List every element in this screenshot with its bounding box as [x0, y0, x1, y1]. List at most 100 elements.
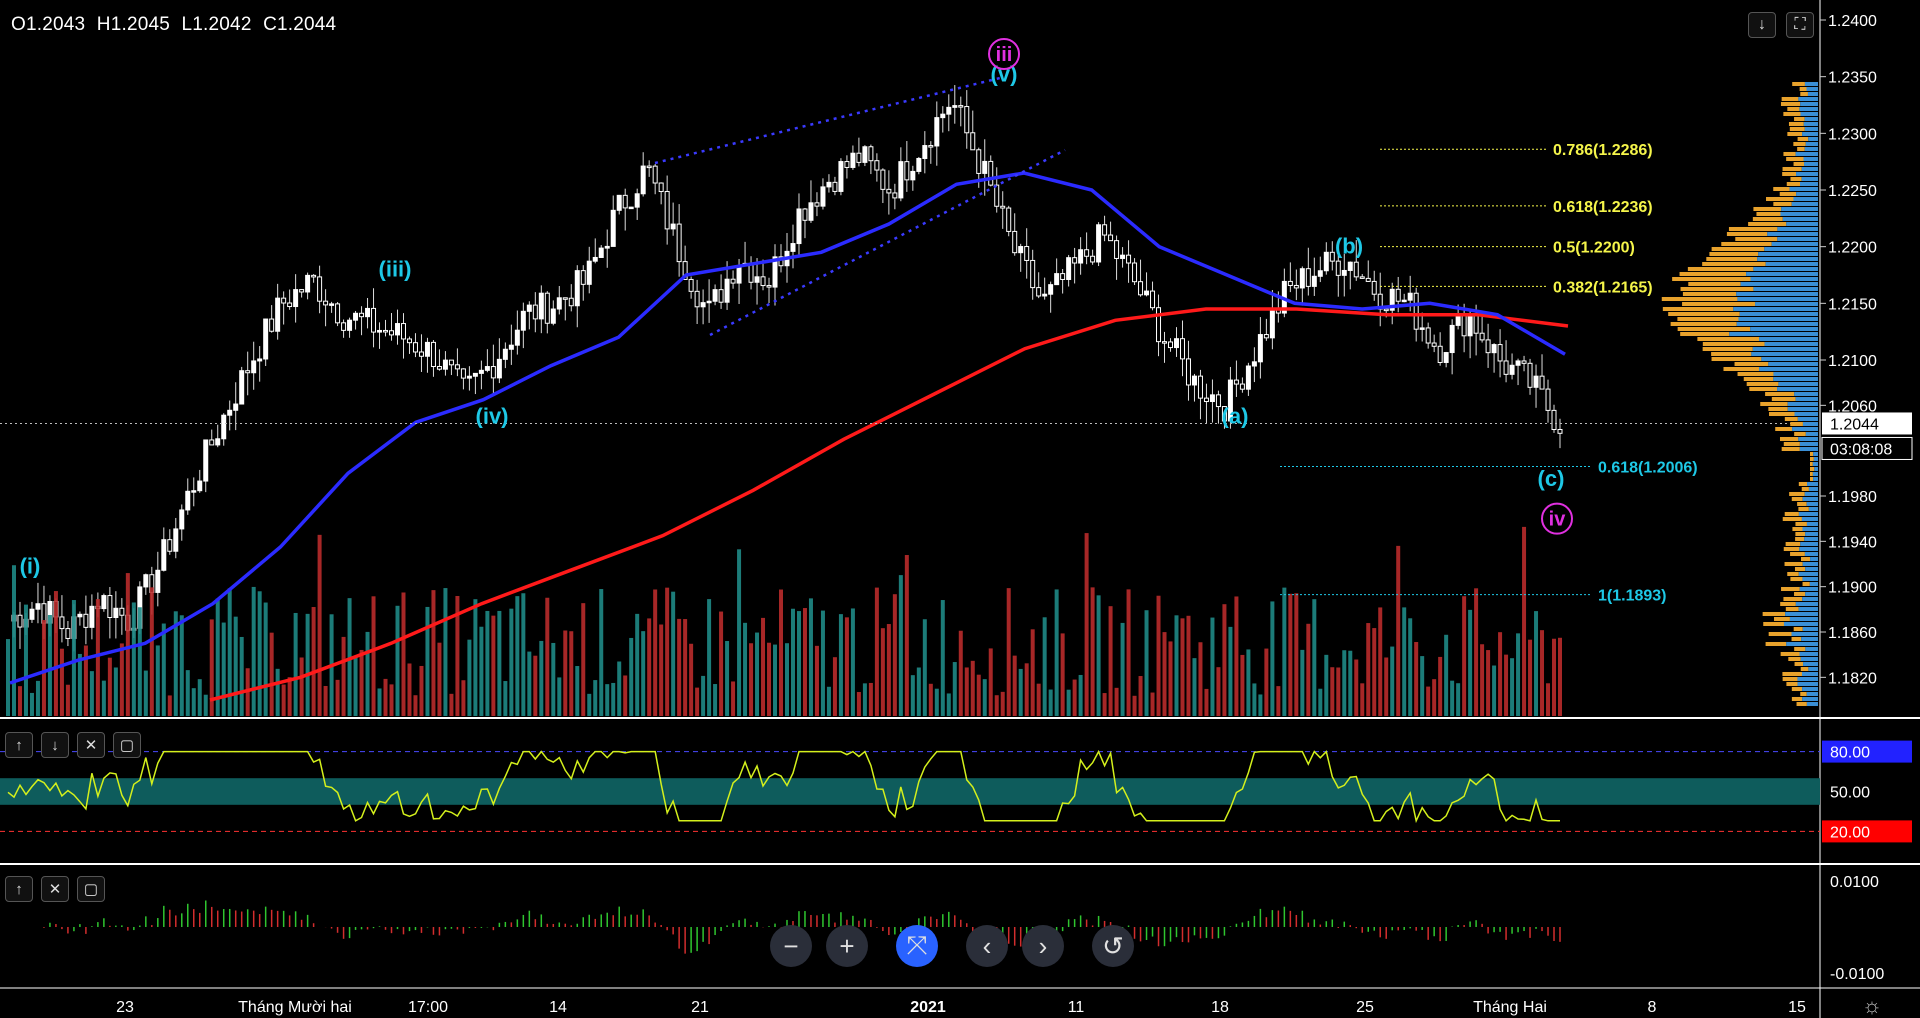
candle-body — [269, 318, 275, 332]
volume-profile-bar — [1798, 437, 1818, 441]
close-icon[interactable]: ✕ — [77, 732, 105, 758]
volume-profile-bar — [1792, 82, 1805, 86]
candle-body — [730, 278, 736, 284]
volume-bar — [647, 618, 652, 716]
volume-bar — [341, 636, 346, 716]
candle-body — [748, 262, 754, 283]
candle-body — [1144, 290, 1150, 296]
candle-body — [1168, 341, 1174, 349]
candle-body — [215, 438, 221, 446]
volume-bar — [587, 693, 592, 716]
volume-profile-bar — [1680, 332, 1730, 336]
volume-profile-bar — [1806, 522, 1818, 526]
volume-profile-bar — [1798, 97, 1818, 101]
volume-profile-bar — [1799, 587, 1818, 591]
volume-profile-bar — [1791, 202, 1818, 206]
volume-profile-bar — [1749, 387, 1778, 391]
arrow-up-icon[interactable]: ↑ — [5, 732, 33, 758]
zoom-out-icon[interactable]: − — [770, 925, 812, 967]
reset-scale-icon[interactable]: ⤧ — [896, 925, 938, 967]
volume-profile-bar — [1785, 612, 1818, 616]
volume-bar — [790, 608, 795, 716]
candle-body — [1018, 246, 1024, 254]
volume-profile-bar — [1750, 327, 1818, 331]
candle-body — [1185, 358, 1191, 386]
arrow-down-icon[interactable]: ↓ — [41, 732, 69, 758]
volume-bar — [1558, 637, 1562, 716]
candle-body — [221, 414, 227, 440]
volume-bar — [113, 667, 118, 716]
arrow-up-icon[interactable]: ↑ — [5, 876, 33, 902]
download-arrow-icon[interactable]: ↓ — [1748, 12, 1776, 38]
slow-moving-average-line — [209, 307, 1569, 702]
volume-bar — [269, 632, 274, 716]
volume-bar — [659, 624, 664, 716]
volume-bar — [53, 591, 58, 716]
candle-body — [1521, 360, 1527, 364]
volume-profile-bar — [1802, 697, 1818, 701]
volume-profile-bar — [1785, 607, 1799, 611]
candle-body — [1066, 257, 1072, 280]
volume-profile-bar — [1804, 147, 1818, 151]
volume-bar — [335, 679, 340, 716]
candle-body — [1557, 429, 1563, 434]
candle-body — [628, 206, 634, 210]
candle-body — [880, 169, 886, 190]
candle-body — [65, 628, 71, 639]
candle-body — [1269, 308, 1275, 339]
volume-profile-bar — [1800, 102, 1818, 106]
volume-bar — [137, 607, 142, 716]
candle-body — [83, 613, 89, 628]
scroll-right-icon[interactable]: › — [1022, 925, 1064, 967]
volume-profile-bar — [1774, 617, 1790, 621]
volume-profile-bar — [1782, 217, 1818, 221]
candle-body — [1138, 281, 1144, 296]
candle-body — [886, 188, 892, 194]
maximize-icon[interactable]: ▢ — [77, 876, 105, 902]
candle-body — [299, 289, 305, 293]
volume-profile-bar — [1711, 357, 1762, 361]
volume-profile-bar — [1780, 652, 1800, 656]
scroll-left-icon[interactable]: ‹ — [966, 925, 1008, 967]
volume-bar — [1006, 588, 1011, 716]
volume-bar — [1090, 587, 1095, 716]
volume-profile-bar — [1723, 367, 1760, 371]
volume-profile-bar — [1791, 697, 1803, 701]
volume-bar — [515, 596, 520, 716]
candle-body — [622, 194, 628, 209]
candle-body — [1359, 276, 1365, 279]
candle-body — [329, 303, 335, 306]
volume-bar — [1510, 658, 1515, 716]
wedge-upper-line — [654, 76, 1001, 165]
volume-profile-bar — [1798, 507, 1809, 511]
volume-bar — [1546, 683, 1551, 716]
volume-profile-bar — [1784, 562, 1803, 566]
volume-bar — [1498, 632, 1503, 716]
volume-profile-bar — [1794, 392, 1818, 396]
volume-profile-bar — [1787, 107, 1800, 111]
volume-profile-bar — [1779, 192, 1797, 196]
volume-profile-bar — [1804, 537, 1818, 541]
settings-gear-icon[interactable]: ☼ — [1862, 993, 1882, 1018]
close-icon[interactable]: ✕ — [41, 876, 69, 902]
volume-profile-bar — [1805, 432, 1818, 436]
candle-body — [1305, 268, 1311, 287]
candle-body — [251, 360, 257, 374]
volume-profile-bar — [1799, 447, 1818, 451]
volume-profile-bar — [1682, 302, 1756, 306]
volume-profile-bar — [1806, 692, 1818, 696]
fullscreen-icon[interactable]: ⛶ — [1786, 12, 1814, 38]
volume-bar — [671, 591, 676, 716]
volume-profile-bar — [1800, 657, 1818, 661]
volume-profile-bar — [1786, 642, 1818, 646]
maximize-icon[interactable]: ▢ — [113, 732, 141, 758]
zoom-in-icon[interactable]: + — [826, 925, 868, 967]
volume-profile-bar — [1804, 492, 1818, 496]
volume-bar — [695, 687, 700, 716]
reset-chart-icon[interactable]: ↺ — [1092, 925, 1134, 967]
candle-body — [1395, 288, 1401, 302]
candle-body — [1383, 308, 1389, 312]
candle-body — [394, 323, 400, 336]
candle-body — [1060, 273, 1066, 280]
